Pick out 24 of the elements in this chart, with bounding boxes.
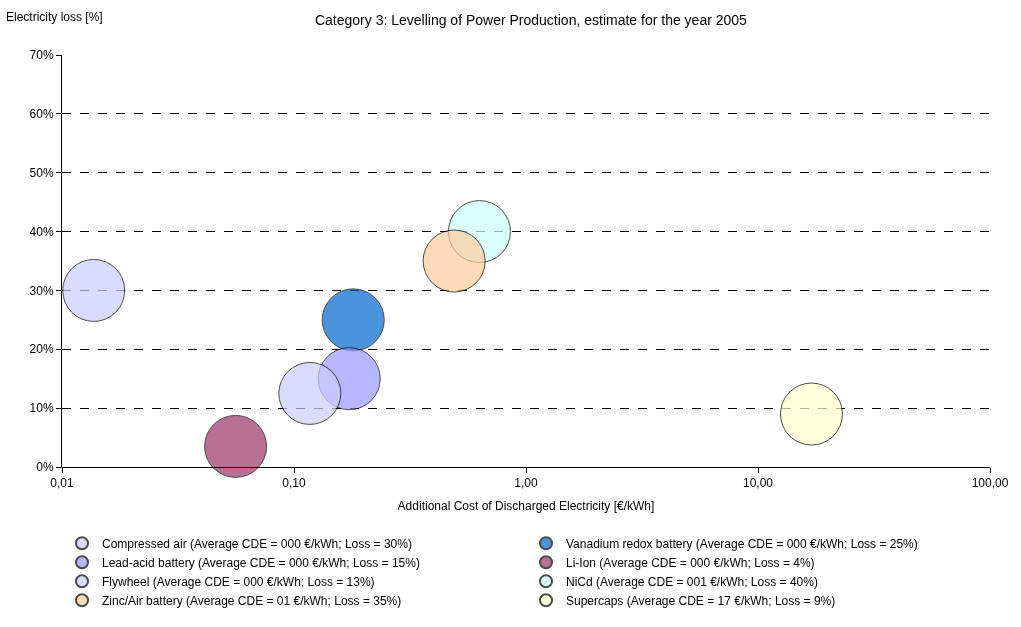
x-tick-label: 10,00	[742, 476, 774, 491]
legend-label: Li-Ion (Average CDE = 000 €/kWh; Loss = 4%)	[566, 555, 815, 570]
x-tick-label: 0,01	[50, 476, 74, 491]
x-tick-label: 1,00	[514, 476, 538, 491]
x-tick-label: 100,00	[971, 476, 1009, 491]
legend-label: Flywheel (Average CDE = 000 €/kWh; Loss = 13%)	[102, 574, 375, 589]
chart-title: Category 3: Levelling of Power Production, estimate for the year 2005	[314, 12, 748, 29]
x-tick-label: 0,10	[282, 476, 306, 491]
x-axis-title: Additional Cost of Discharged Electricity [€/kWh]	[397, 499, 655, 514]
legend-label: Zinc/Air battery (Average CDE = 01 €/kWh; Loss = 35%)	[102, 593, 402, 608]
y-tick-label: 10%	[29, 401, 54, 416]
y-tick-label: 60%	[29, 107, 54, 122]
y-tick-label: 20%	[29, 342, 54, 357]
y-tick-label: 0%	[36, 460, 54, 475]
legend-label: Supercaps (Average CDE = 17 €/kWh; Loss = 9%)	[566, 593, 836, 608]
y-tick-label: 30%	[29, 283, 54, 298]
y-tick-label: 50%	[29, 165, 54, 180]
legend-label: NiCd (Average CDE = 001 €/kWh; Loss = 40%)	[566, 574, 818, 589]
legend-label: Vanadium redox battery (Average CDE = 000 €/kWh; Loss = 25%)	[566, 536, 918, 551]
y-axis-title: Electricity loss [%]	[6, 10, 103, 24]
y-tick-label: 40%	[29, 224, 54, 239]
legend-label: Lead-acid battery (Average CDE = 000 €/kWh; Loss = 15%)	[102, 555, 420, 570]
legend-label: Compressed air (Average CDE = 000 €/kWh; Loss = 30%)	[102, 536, 412, 551]
y-tick-label: 70%	[29, 48, 54, 63]
